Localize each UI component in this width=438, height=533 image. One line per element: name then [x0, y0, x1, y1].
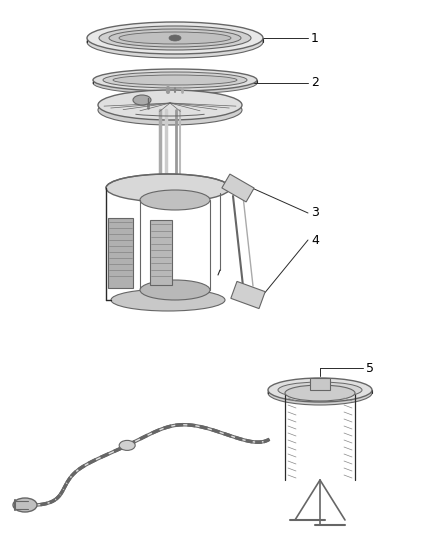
- Ellipse shape: [87, 22, 263, 54]
- Text: 5: 5: [366, 361, 374, 375]
- Ellipse shape: [133, 95, 151, 105]
- Bar: [150, 220, 172, 285]
- Ellipse shape: [268, 381, 372, 405]
- Bar: [108, 218, 133, 288]
- Ellipse shape: [13, 498, 37, 512]
- Ellipse shape: [268, 378, 372, 402]
- Ellipse shape: [119, 440, 135, 450]
- Ellipse shape: [111, 289, 225, 311]
- Ellipse shape: [106, 174, 230, 202]
- Ellipse shape: [98, 90, 242, 120]
- Ellipse shape: [87, 26, 263, 58]
- Ellipse shape: [119, 32, 231, 44]
- Polygon shape: [222, 174, 254, 202]
- Ellipse shape: [140, 190, 210, 210]
- Ellipse shape: [99, 26, 251, 50]
- Bar: [310, 378, 330, 390]
- Text: 1: 1: [311, 31, 319, 44]
- Ellipse shape: [278, 382, 362, 398]
- Ellipse shape: [169, 35, 181, 41]
- Ellipse shape: [109, 29, 241, 47]
- Ellipse shape: [93, 72, 257, 94]
- Ellipse shape: [113, 75, 237, 85]
- Ellipse shape: [285, 385, 355, 401]
- Polygon shape: [231, 281, 265, 309]
- Ellipse shape: [98, 95, 242, 125]
- Text: 3: 3: [311, 206, 319, 220]
- Text: 4: 4: [311, 233, 319, 246]
- Ellipse shape: [140, 280, 210, 300]
- Text: 2: 2: [311, 77, 319, 90]
- Ellipse shape: [103, 72, 247, 88]
- Ellipse shape: [93, 69, 257, 91]
